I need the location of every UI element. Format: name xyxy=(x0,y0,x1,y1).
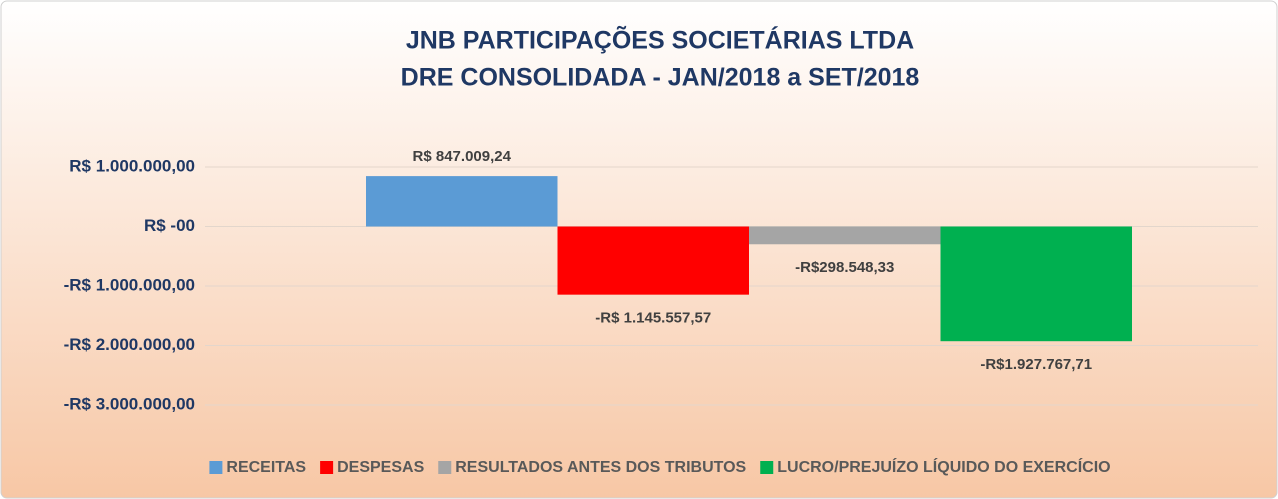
bar xyxy=(557,226,749,295)
value-label: -R$ 1.145.557,57 xyxy=(595,310,711,327)
y-tick-label: -R$ 1.000.000,00 xyxy=(64,275,195,294)
chart-subtitle: DRE CONSOLIDADA - JAN/2018 a SET/2018 xyxy=(401,64,920,92)
chart-title: JNB PARTICIPAÇÕES SOCIETÁRIAS LTDA xyxy=(406,25,914,55)
legend-label: DESPESAS xyxy=(337,459,424,476)
legend-swatch xyxy=(320,461,334,474)
legend-swatch xyxy=(438,461,452,474)
y-tick-label: R$ 1.000.000,00 xyxy=(69,156,195,175)
legend-swatch xyxy=(209,461,223,474)
legend-label: RECEITAS xyxy=(226,459,306,476)
y-tick-label: -R$ 2.000.000,00 xyxy=(64,335,195,354)
legend-swatch xyxy=(760,461,774,474)
value-label: R$ 847.009,24 xyxy=(413,148,512,165)
value-label: -R$298.548,33 xyxy=(795,259,894,276)
value-label: -R$1.927.767,71 xyxy=(980,356,1092,373)
legend-label: LUCRO/PREJUÍZO LÍQUIDO DO EXERCÍCIO xyxy=(777,457,1110,476)
y-tick-label: R$ -00 xyxy=(144,216,195,235)
bar xyxy=(940,226,1132,342)
bar xyxy=(366,176,558,227)
legend-label: RESULTADOS ANTES DOS TRIBUTOS xyxy=(455,459,746,476)
bar xyxy=(749,226,941,245)
y-tick-label: -R$ 3.000.000,00 xyxy=(64,394,195,413)
